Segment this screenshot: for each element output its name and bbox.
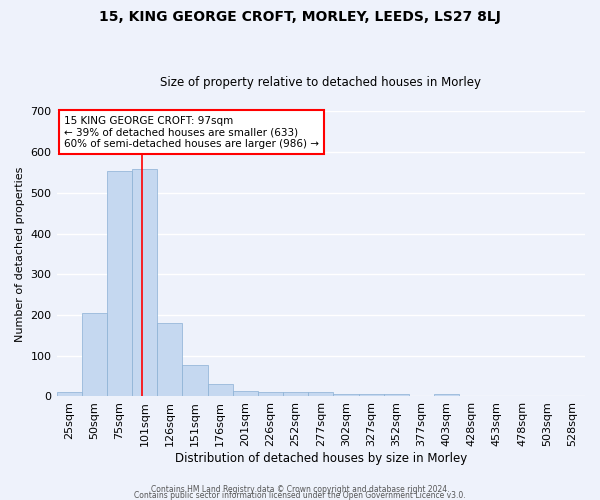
Title: Size of property relative to detached houses in Morley: Size of property relative to detached ho… <box>160 76 481 90</box>
Bar <box>82 313 107 396</box>
Bar <box>157 323 182 396</box>
Bar <box>308 392 334 396</box>
Bar <box>359 394 383 396</box>
Bar <box>434 394 459 396</box>
Bar <box>233 391 258 396</box>
Bar <box>258 392 283 396</box>
Text: Contains HM Land Registry data © Crown copyright and database right 2024.: Contains HM Land Registry data © Crown c… <box>151 484 449 494</box>
Text: 15 KING GEORGE CROFT: 97sqm
← 39% of detached houses are smaller (633)
60% of se: 15 KING GEORGE CROFT: 97sqm ← 39% of det… <box>64 116 319 149</box>
Bar <box>107 170 132 396</box>
Bar <box>56 392 82 396</box>
Bar <box>283 392 308 396</box>
X-axis label: Distribution of detached houses by size in Morley: Distribution of detached houses by size … <box>175 452 467 465</box>
Text: Contains public sector information licensed under the Open Government Licence v3: Contains public sector information licen… <box>134 490 466 500</box>
Bar <box>334 394 359 396</box>
Bar <box>383 394 409 396</box>
Text: 15, KING GEORGE CROFT, MORLEY, LEEDS, LS27 8LJ: 15, KING GEORGE CROFT, MORLEY, LEEDS, LS… <box>99 10 501 24</box>
Bar <box>132 170 157 396</box>
Bar <box>208 384 233 396</box>
Y-axis label: Number of detached properties: Number of detached properties <box>15 166 25 342</box>
Bar <box>182 364 208 396</box>
